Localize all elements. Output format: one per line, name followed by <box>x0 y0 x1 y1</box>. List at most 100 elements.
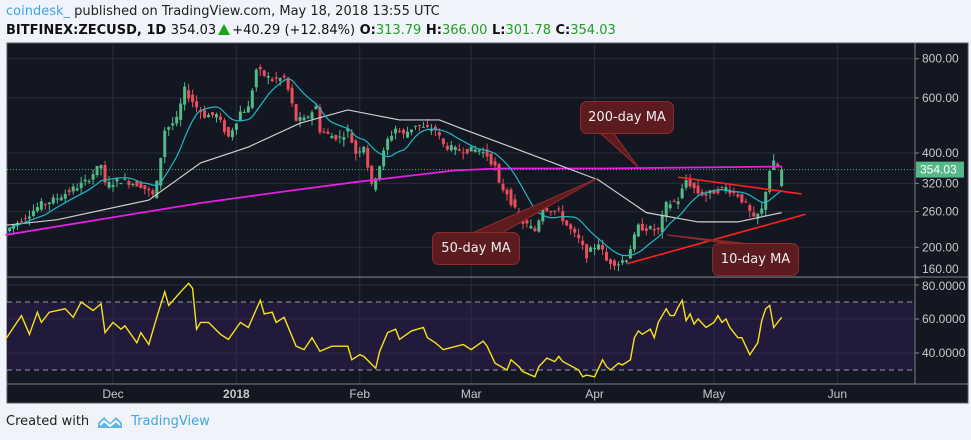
x-tick-label: Dec <box>102 387 123 401</box>
candle-up <box>155 180 159 199</box>
candle-up <box>406 131 410 138</box>
candle-up <box>183 86 187 105</box>
candle-down <box>211 112 214 116</box>
candle-up <box>537 220 541 232</box>
candle-down <box>43 204 47 206</box>
candle-down <box>139 183 143 188</box>
candle-down <box>493 161 497 166</box>
candle-up <box>624 260 628 262</box>
candle-down <box>366 148 370 168</box>
candle-down <box>103 165 107 183</box>
x-tick-label: May <box>703 387 726 401</box>
candle-up <box>171 123 175 126</box>
y-tick-label: 320.00 <box>922 176 959 190</box>
candle-down <box>222 120 226 132</box>
candle-up <box>338 136 342 138</box>
candle-up <box>620 260 624 263</box>
candle-down <box>565 220 569 226</box>
y-tick-label: 600.00 <box>922 91 959 105</box>
candle-up <box>115 178 119 182</box>
callout-text: 200-day MA <box>588 110 666 125</box>
tradingview-logo-icon <box>98 417 123 428</box>
candle-down <box>732 192 736 194</box>
trendline <box>626 213 806 265</box>
candle-up <box>55 198 59 200</box>
candle-down <box>509 189 513 206</box>
price-change: +40.29 (+12.84%) <box>232 23 356 38</box>
candle-down <box>318 107 322 133</box>
candle-up <box>616 264 620 266</box>
candle-down <box>581 240 585 245</box>
candle-up <box>75 188 79 191</box>
candle-up <box>378 166 382 179</box>
candle-up <box>310 112 314 119</box>
candle-down <box>461 152 465 154</box>
candle-down <box>402 129 406 134</box>
candle-up <box>83 179 87 182</box>
candle-up <box>410 129 413 133</box>
candle-down <box>274 77 278 79</box>
candle-down <box>644 228 648 231</box>
candle-up <box>421 126 425 128</box>
candle-down <box>533 228 537 232</box>
candle-up <box>597 244 601 250</box>
candle-up <box>760 208 764 214</box>
candle-down <box>748 205 752 211</box>
ma50-line <box>5 109 782 226</box>
candle-up <box>386 138 390 150</box>
candle-down <box>398 130 402 132</box>
candle-down <box>557 208 561 210</box>
candle-down <box>696 185 700 194</box>
tradingview-link[interactable]: TradingView <box>131 413 210 429</box>
candle-up <box>51 197 55 204</box>
candle-down <box>553 210 557 212</box>
candle-up <box>123 178 127 180</box>
candle-up <box>477 150 481 152</box>
candle-down <box>226 127 230 137</box>
open-label: O: <box>359 23 376 38</box>
candle-down <box>601 245 605 250</box>
candle-up <box>453 146 457 151</box>
candle-down <box>736 194 740 197</box>
candle-up <box>167 127 171 130</box>
candle-up <box>27 216 31 219</box>
candle-down <box>270 79 274 82</box>
candle-down <box>744 201 748 203</box>
candle-down <box>445 145 449 150</box>
candle-up <box>107 181 111 188</box>
candle-down <box>19 221 23 223</box>
candle-up <box>230 130 234 138</box>
candle-up <box>63 193 67 199</box>
ma200-line <box>5 165 782 236</box>
x-tick-label: Jun <box>828 387 847 401</box>
candle-up <box>413 125 417 127</box>
candle-up <box>238 111 242 121</box>
candle-up <box>159 157 163 186</box>
candle-up <box>175 116 179 124</box>
candle-down <box>605 251 609 261</box>
candle-down <box>501 183 505 191</box>
y-tick-label: 200.00 <box>922 240 959 254</box>
y-tick-label: 800.00 <box>922 52 959 66</box>
candle-down <box>716 189 720 194</box>
candle-down <box>143 185 147 190</box>
candle-up <box>163 130 167 158</box>
y-tick-label: 260.00 <box>922 205 959 219</box>
candle-down <box>417 124 421 127</box>
candle-up <box>529 225 533 229</box>
candle-up <box>764 191 768 210</box>
callout-50-day-ma: 50-day MA <box>432 232 520 265</box>
created-with-text: Created with <box>6 413 90 429</box>
y-tick-label: 160.00 <box>922 262 959 276</box>
published-text: published on TradingView.com, May 18, 20… <box>74 4 440 19</box>
trendline <box>678 176 802 195</box>
candle-down <box>67 190 71 193</box>
close-value: 354.03 <box>570 23 616 38</box>
candle-up <box>346 128 350 132</box>
candle-up <box>342 137 346 140</box>
candle-up <box>95 165 99 175</box>
low-label: L: <box>492 23 506 38</box>
author-link[interactable]: coindesk_ <box>6 4 71 19</box>
candle-down <box>441 138 445 145</box>
